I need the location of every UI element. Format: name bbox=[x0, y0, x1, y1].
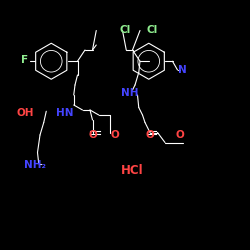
Text: NH₂: NH₂ bbox=[24, 160, 46, 170]
Text: N: N bbox=[178, 65, 187, 75]
Text: NH: NH bbox=[121, 88, 139, 98]
Text: O: O bbox=[176, 130, 184, 140]
Text: Cl: Cl bbox=[120, 25, 130, 35]
Text: O: O bbox=[146, 130, 154, 140]
Text: HCl: HCl bbox=[121, 164, 144, 176]
Text: O: O bbox=[88, 130, 97, 140]
Text: O: O bbox=[110, 130, 120, 140]
Text: OH: OH bbox=[16, 108, 34, 118]
Text: HN: HN bbox=[56, 108, 74, 118]
Text: F: F bbox=[22, 55, 29, 65]
Text: Cl: Cl bbox=[147, 25, 158, 35]
